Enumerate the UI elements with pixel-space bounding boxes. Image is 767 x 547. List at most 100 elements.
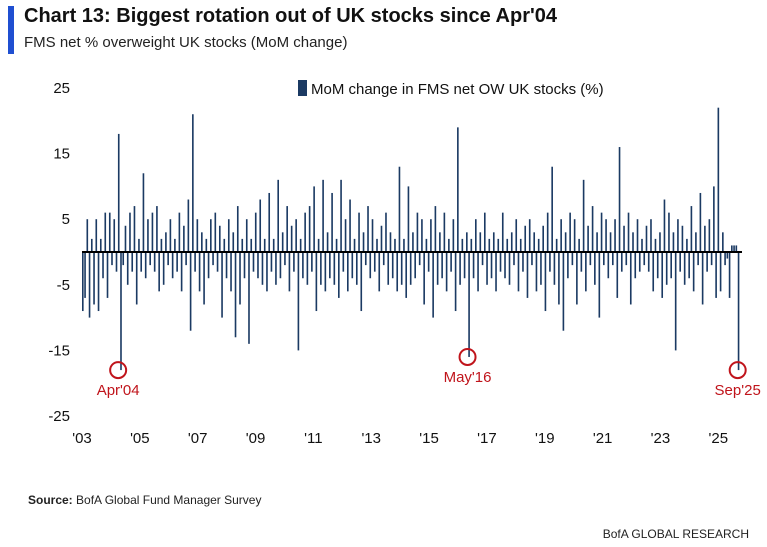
bar <box>245 219 248 252</box>
bar <box>248 252 250 344</box>
bar <box>380 225 383 252</box>
bar <box>677 219 679 252</box>
bar <box>695 232 697 252</box>
bar <box>335 238 338 252</box>
bar <box>86 219 89 252</box>
chart-title: Chart 13: Biggest rotation out of UK sto… <box>24 5 557 27</box>
title-accent-bar <box>8 6 14 54</box>
bar <box>407 186 410 252</box>
footer-brand: BofA GLOBAL RESEARCH <box>602 527 749 541</box>
bar <box>144 252 147 279</box>
bar <box>263 238 266 252</box>
bar <box>546 212 549 252</box>
bar <box>394 238 396 252</box>
bar <box>701 252 704 305</box>
bar <box>461 238 464 252</box>
annotations: Apr'04 May'16 Sep'25 <box>97 347 761 399</box>
bar <box>645 225 648 252</box>
bar <box>513 252 515 266</box>
bar <box>445 252 448 292</box>
bar <box>457 127 459 252</box>
bar <box>719 252 722 292</box>
bar <box>275 252 277 285</box>
bar <box>185 252 187 266</box>
bar <box>423 252 425 305</box>
bar <box>706 252 708 272</box>
bar <box>198 252 201 292</box>
bar <box>223 238 226 252</box>
bar <box>389 232 392 252</box>
bar <box>537 238 540 252</box>
bar <box>326 232 329 252</box>
bar <box>360 252 363 312</box>
bar <box>338 252 340 298</box>
bar <box>670 252 672 279</box>
bar <box>656 252 659 279</box>
bar <box>463 252 466 279</box>
bar <box>165 232 167 252</box>
bar <box>376 238 378 252</box>
bar <box>333 252 336 285</box>
bar <box>241 238 244 252</box>
bar <box>466 232 468 252</box>
bar <box>459 252 461 285</box>
bar <box>279 252 282 279</box>
bar <box>614 219 616 252</box>
bar <box>567 252 569 279</box>
bar <box>140 252 143 272</box>
y-tick-label: 25 <box>53 80 70 97</box>
bar <box>549 252 551 272</box>
bar <box>99 238 102 252</box>
annotation-label: May'16 <box>444 369 492 386</box>
bar <box>373 252 376 272</box>
bar <box>147 219 149 252</box>
bar <box>497 238 500 252</box>
bar <box>418 252 421 266</box>
bar <box>713 186 715 252</box>
bar <box>427 252 430 272</box>
bar <box>212 252 214 266</box>
bar <box>540 252 542 285</box>
bar <box>641 238 643 252</box>
annotation-label: Apr'04 <box>97 382 140 399</box>
bar <box>151 212 154 252</box>
bar <box>519 238 522 252</box>
bar <box>169 219 172 252</box>
bar <box>515 219 518 252</box>
y-tick-label: 5 <box>62 211 70 228</box>
bar <box>293 252 295 272</box>
bar <box>625 252 628 266</box>
bar <box>331 192 333 252</box>
bar <box>679 252 681 272</box>
bar <box>436 252 439 285</box>
bar <box>362 232 365 252</box>
bar <box>659 232 661 252</box>
bar <box>605 219 607 252</box>
bar <box>683 252 686 285</box>
bar <box>663 199 666 252</box>
x-tick-label: '09 <box>246 430 266 447</box>
bar <box>344 219 347 252</box>
bar <box>227 219 230 252</box>
bar <box>692 252 695 292</box>
bar <box>704 225 706 252</box>
bar <box>697 252 699 266</box>
bar <box>681 225 684 252</box>
bar <box>113 219 116 252</box>
bar <box>524 225 527 252</box>
bar <box>261 252 264 285</box>
bar <box>468 252 470 357</box>
bar <box>528 219 531 252</box>
bar <box>239 252 241 305</box>
bar <box>443 212 446 252</box>
bar <box>243 252 246 279</box>
y-tick-label: -5 <box>57 277 70 294</box>
bar <box>558 252 560 305</box>
bar <box>180 252 183 292</box>
bar <box>600 212 603 252</box>
y-axis-ticks: 25 15 5 -5 -15 -25 <box>48 80 70 425</box>
bar <box>452 219 455 252</box>
bar <box>167 252 169 266</box>
x-tick-label: '25 <box>709 430 729 447</box>
bar <box>129 212 131 252</box>
